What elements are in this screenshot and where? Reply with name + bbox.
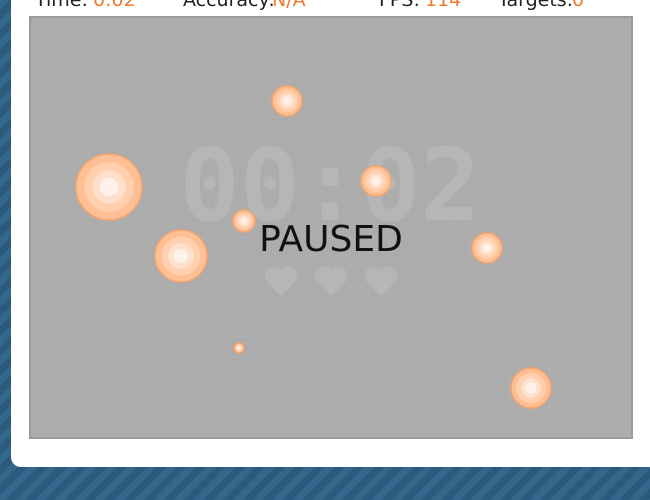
target-ring [99, 177, 119, 197]
target[interactable] [232, 209, 256, 233]
stat-label: Accuracy: [183, 0, 275, 11]
heart [364, 266, 398, 296]
target-ring [525, 382, 537, 394]
heart [314, 266, 348, 296]
target-ring [482, 243, 492, 253]
target[interactable] [154, 229, 208, 283]
target[interactable] [233, 342, 245, 354]
stat-value: 0 [572, 0, 584, 11]
target[interactable] [510, 367, 552, 409]
stat-value: N/A [272, 0, 306, 11]
lives [264, 266, 398, 296]
stat-label: Time: [34, 0, 88, 11]
target-ring [237, 346, 241, 350]
target-ring [371, 176, 381, 186]
target[interactable] [271, 85, 303, 117]
target[interactable] [471, 232, 503, 264]
timer-watermark: 00:02 [179, 127, 480, 244]
stat-value: 0:02 [93, 0, 136, 11]
stats-bar: Time: 0:02 Accuracy: N/A FPS: 114 Target… [34, 0, 584, 11]
heart [264, 266, 298, 296]
targets [75, 85, 552, 409]
target-ring [173, 248, 189, 264]
target-ring [240, 217, 248, 225]
stat-label: Targets: [497, 0, 573, 11]
target[interactable] [360, 165, 392, 197]
stat-value: 114 [425, 0, 461, 11]
pause-text: PAUSED [259, 219, 403, 260]
target-ring [282, 96, 292, 106]
stat-label: FPS: [379, 0, 420, 11]
target[interactable] [75, 153, 143, 221]
